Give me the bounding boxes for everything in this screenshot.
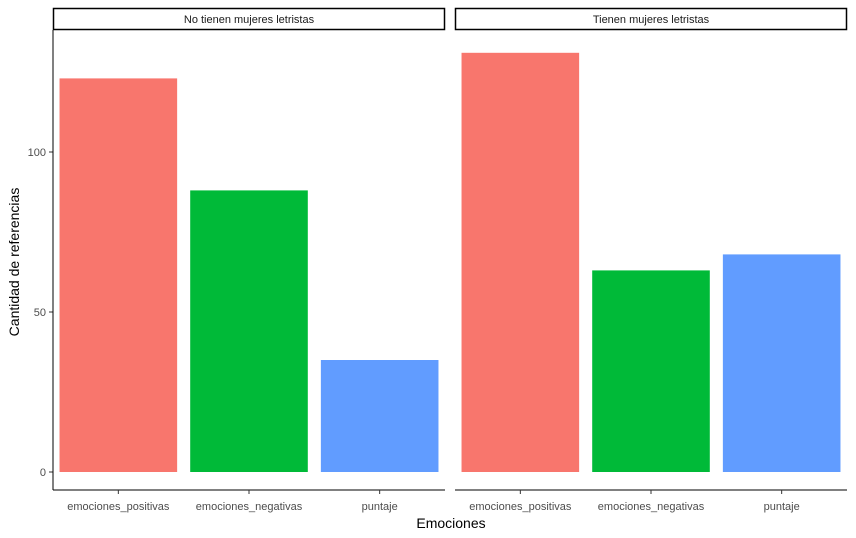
bar-puntaje: [320, 360, 439, 472]
bar-emociones-negativas: [190, 190, 308, 472]
x-tick-label: emociones_negativas: [598, 501, 705, 513]
chart-panels: No tienen mujeres letristas emociones_pos…: [52, 7, 848, 513]
x-tick-label: emociones_positivas: [469, 501, 572, 513]
panel-2: Tienen mujeres letristas emociones_positi…: [454, 7, 848, 513]
x-tick-label: puntaje: [362, 501, 398, 513]
x-tick-label: emociones_positivas: [67, 501, 170, 513]
facet-strip: [454, 7, 848, 31]
x-tick-label: puntaje: [764, 501, 800, 513]
bar-emociones-positivas: [461, 52, 580, 473]
bar-emociones-negativas: [592, 270, 710, 472]
y-tick-label: 0: [40, 467, 46, 479]
x-tick-label: emociones_negativas: [196, 501, 303, 513]
y-tick-label: 100: [28, 147, 46, 159]
panel-1: No tienen mujeres letristas emociones_pos…: [52, 7, 446, 513]
facet-strip: [52, 7, 446, 31]
bar-emociones-positivas: [59, 78, 178, 473]
bar-puntaje: [722, 254, 841, 472]
y-axis-title: Cantidad de referencias: [6, 188, 22, 337]
y-axis: 0 50 100: [28, 30, 54, 490]
facet-strip-label: Tienen mujeres letristas: [593, 14, 710, 26]
facet-strip-label: No tienen mujeres letristas: [184, 14, 315, 26]
x-axis-title: Emociones: [416, 515, 485, 531]
y-tick-label: 50: [34, 307, 46, 319]
